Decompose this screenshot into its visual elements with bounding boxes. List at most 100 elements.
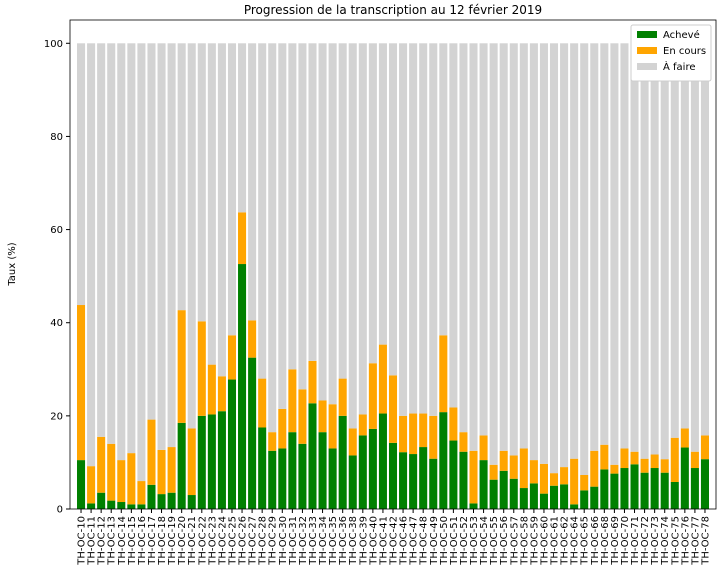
bar-segment (489, 479, 498, 509)
bar-segment (660, 43, 669, 460)
bar-segment (580, 490, 589, 509)
bar-segment (298, 443, 307, 509)
bar-segment (258, 378, 267, 428)
x-tick-label: TH-OC-26 (238, 516, 249, 566)
x-tick-label: TH-OC-58 (519, 516, 530, 566)
x-tick-label: TH-OC-15 (127, 516, 138, 566)
bar-segment (509, 478, 518, 509)
x-tick-label: TH-OC-35 (328, 516, 339, 566)
bar-segment (87, 43, 96, 467)
x-tick-label: TH-OC-72 (640, 516, 651, 566)
bar-segment (318, 43, 327, 401)
bar-segment (217, 376, 226, 412)
y-tick-label: 60 (50, 225, 63, 236)
bar-segment (690, 468, 699, 509)
bar-segment (509, 43, 518, 456)
bar-segment (399, 415, 408, 453)
bar-segment (660, 472, 669, 509)
bar-segment (318, 400, 327, 433)
x-tick-label: TH-OC-46 (399, 516, 410, 566)
x-tick-label: TH-OC-50 (439, 516, 450, 566)
bar-segment (207, 364, 216, 415)
bar-segment (97, 43, 106, 437)
bar-segment (207, 414, 216, 509)
bar-segment (509, 455, 518, 479)
bar-segment (680, 428, 689, 448)
bar-segment (600, 444, 609, 470)
x-tick-label: TH-OC-66 (590, 516, 601, 566)
bar-segment (328, 404, 337, 449)
legend-swatch (637, 31, 657, 38)
bar-segment (489, 464, 498, 480)
x-tick-label: TH-OC-20 (177, 516, 188, 566)
x-tick-label: TH-OC-47 (409, 516, 420, 566)
x-tick-label: TH-OC-75 (670, 516, 681, 566)
bar-segment (368, 43, 377, 364)
bar-segment (560, 484, 569, 509)
bar-segment (338, 378, 347, 416)
bar-segment (650, 468, 659, 509)
x-tick-label: TH-OC-31 (288, 516, 299, 566)
bar-segment (700, 43, 709, 436)
x-tick-label: TH-OC-38 (348, 516, 359, 566)
bar-segment (197, 43, 206, 322)
bar-segment (238, 43, 247, 213)
bar-segment (147, 43, 156, 420)
bar-segment (217, 411, 226, 509)
bar-segment (368, 363, 377, 429)
bar-segment (489, 43, 498, 465)
bar-segment (227, 43, 237, 336)
bar-segment (197, 321, 206, 416)
y-axis-label: Taux (%) (7, 242, 18, 286)
x-tick-label: TH-OC-68 (600, 516, 611, 566)
bar-segment (610, 464, 619, 474)
bar-segment (378, 413, 387, 509)
x-tick-label: TH-OC-65 (580, 516, 591, 566)
bar-segment (580, 43, 589, 476)
bar-segment (680, 447, 689, 509)
x-tick-label: TH-OC-57 (509, 516, 520, 566)
x-tick-label: TH-OC-22 (197, 516, 208, 566)
bar-segment (167, 43, 176, 448)
bar-segment (529, 483, 538, 509)
bar-segment (459, 451, 468, 509)
bar-segment (549, 43, 559, 474)
bar-segment (529, 43, 538, 461)
bar-segment (429, 415, 438, 459)
x-tick-label: TH-OC-41 (378, 516, 389, 566)
bar-segment (117, 460, 126, 503)
bar-segment (590, 43, 599, 451)
y-tick-label: 80 (50, 132, 63, 143)
x-tick-label: TH-OC-34 (318, 516, 329, 566)
x-tick-label: TH-OC-59 (529, 516, 540, 566)
bar-segment (650, 454, 659, 469)
legend-label: À faire (663, 60, 696, 73)
bar-segment (459, 43, 468, 433)
bar-segment (368, 428, 377, 509)
x-tick-label: TH-OC-33 (308, 516, 319, 566)
bar-segment (620, 468, 629, 509)
bar-segment (117, 43, 126, 461)
bar-segment (539, 43, 548, 464)
bar-segment (590, 486, 599, 509)
x-tick-label: TH-OC-17 (147, 516, 158, 566)
bar-segment (539, 493, 548, 509)
bar-segment (187, 495, 196, 509)
bar-segment (630, 43, 639, 452)
bar-segment (278, 448, 287, 509)
bar-segment (580, 475, 589, 491)
bar-segment (449, 407, 458, 441)
bar-segment (640, 472, 649, 509)
bar-segment (378, 344, 387, 414)
bar-segment (278, 408, 287, 449)
legend-label: Achevé (663, 29, 700, 41)
bar-segment (187, 428, 196, 496)
y-tick-label: 20 (50, 411, 63, 422)
x-tick-label: TH-OC-49 (429, 516, 440, 566)
bar-segment (358, 43, 367, 415)
x-tick-label: TH-OC-40 (368, 516, 379, 566)
bar-segment (690, 43, 699, 452)
x-tick-label: TH-OC-64 (570, 516, 581, 566)
x-tick-label: TH-OC-60 (539, 516, 550, 566)
x-tick-label: TH-OC-24 (217, 516, 228, 566)
